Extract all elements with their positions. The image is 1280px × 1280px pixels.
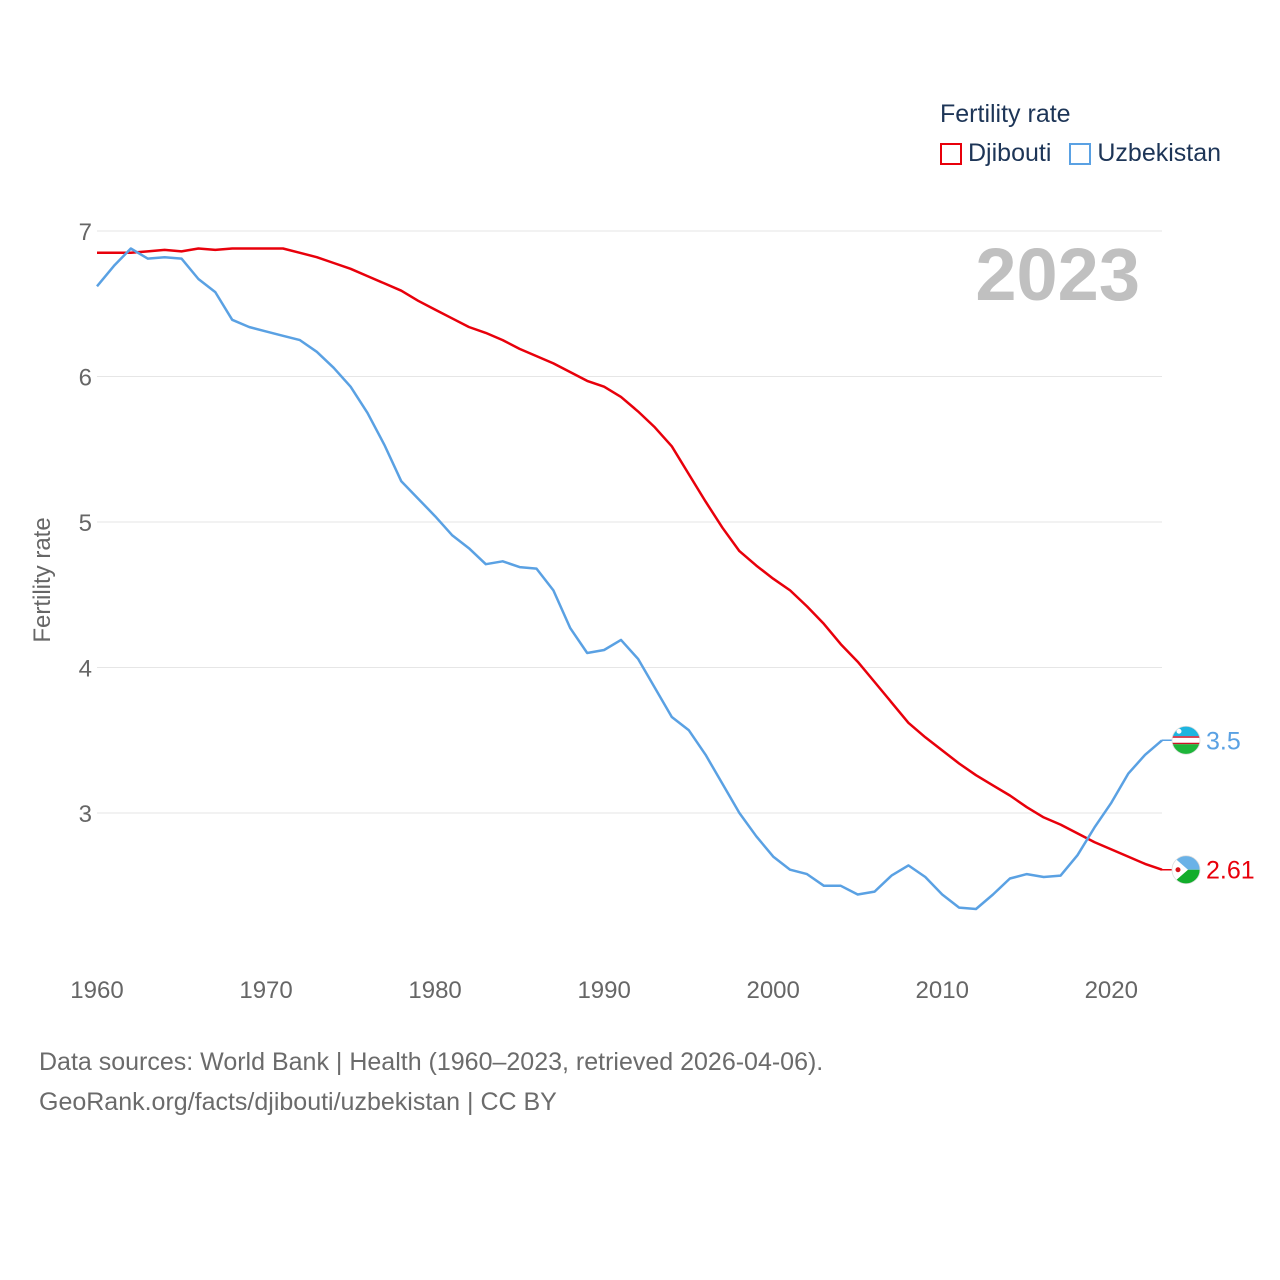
series-line-uzbekistan xyxy=(96,247,1163,911)
y-axis-ticks: 3 4 5 6 7 xyxy=(79,219,92,828)
legend-title: Fertility rate xyxy=(940,100,1071,128)
y-axis-title: Fertility rate xyxy=(29,517,56,642)
end-label-uzbekistan: 3.5 xyxy=(1206,727,1241,755)
x-tick-label-1960: 1960 xyxy=(70,977,123,1004)
flag-uzbekistan-icon xyxy=(1171,725,1201,755)
x-tick-label-2000: 2000 xyxy=(746,977,799,1004)
x-tick-label-1970: 1970 xyxy=(239,977,292,1004)
legend-item-uzbekistan[interactable]: Uzbekistan xyxy=(1069,139,1221,168)
grid-lines xyxy=(97,230,1162,814)
x-tick-label-2020: 2020 xyxy=(1085,977,1138,1004)
end-markers: 2.61 3.5 xyxy=(1162,725,1255,885)
legend-label-uzbekistan: Uzbekistan xyxy=(1097,139,1222,167)
series-line-djibouti xyxy=(97,247,1163,871)
line-chart: 3 4 5 6 7 1960 1970 1980 1990 2000 2010 2020 Ferti… xyxy=(29,219,1255,1004)
source-line-2[interactable]: GeoRank.org/facts/djibouti/uzbekistan | … xyxy=(39,1088,557,1116)
series-lines xyxy=(96,247,1163,911)
legend: Fertility rate Djibouti Uzbekistan xyxy=(940,100,1221,168)
legend-swatch-djibouti xyxy=(940,142,962,165)
y-tick-label-6: 6 xyxy=(79,365,92,392)
x-tick-label-2010: 2010 xyxy=(916,977,969,1004)
x-axis-ticks: 1960 1970 1980 1990 2000 2010 2020 xyxy=(70,977,1138,1004)
source-note: Data sources: World Bank | Health (1960–… xyxy=(39,1042,823,1122)
year-label: 2023 xyxy=(975,233,1140,316)
flag-djibouti-icon xyxy=(1171,855,1201,885)
x-tick-label-1980: 1980 xyxy=(408,977,461,1004)
legend-label-djibouti: Djibouti xyxy=(968,139,1052,167)
source-line-1: Data sources: World Bank | Health (1960–… xyxy=(39,1048,824,1076)
legend-item-djibouti[interactable]: Djibouti xyxy=(940,139,1051,168)
end-label-djibouti: 2.61 xyxy=(1206,857,1255,885)
x-tick-label-1990: 1990 xyxy=(577,977,630,1004)
y-tick-label-4: 4 xyxy=(79,656,92,683)
y-tick-label-5: 5 xyxy=(79,510,92,537)
y-tick-label-3: 3 xyxy=(79,801,92,828)
y-tick-label-7: 7 xyxy=(79,219,92,246)
legend-swatch-uzbekistan xyxy=(1069,142,1092,165)
